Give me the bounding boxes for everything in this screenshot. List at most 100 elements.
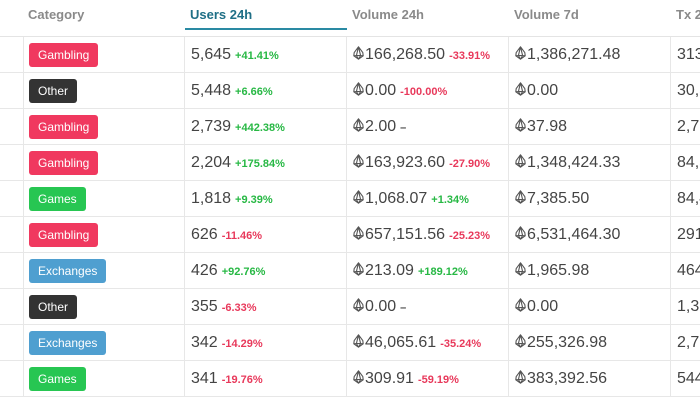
category-badge[interactable]: Gambling	[29, 223, 99, 247]
tx-value: 84,3	[677, 154, 700, 171]
category-badge[interactable]: Gambling	[29, 43, 99, 67]
volume-7d-cell: 0.00	[515, 289, 558, 325]
category-cell: Other	[29, 289, 78, 325]
header-users-24h[interactable]: Users 24h	[190, 7, 253, 22]
volume-7d-value: 1,348,424.33	[527, 154, 621, 171]
tx-cell: 313	[677, 37, 700, 73]
volume-24h-cell: 213.09 +189.12%	[353, 253, 468, 289]
eos-icon	[515, 226, 526, 240]
volume-24h-change: -25.23%	[449, 230, 491, 242]
users-value: 426	[191, 262, 218, 279]
header-tx-24h[interactable]: Tx 2	[676, 7, 700, 22]
tx-value: 84,4	[677, 190, 700, 207]
table-row[interactable]: Exchanges 342 -14.29% 46,065.61 -35.24% 255,3…	[0, 325, 700, 361]
table-row[interactable]: Exchanges 426 +92.76% 213.09 +189.12% 1,965.9…	[0, 253, 700, 289]
volume-24h-change: –	[400, 122, 407, 134]
volume-7d-cell: 0.00	[515, 73, 558, 109]
eos-icon	[515, 154, 526, 168]
tx-value: 544	[677, 370, 700, 387]
category-badge[interactable]: Games	[29, 367, 86, 391]
category-badge[interactable]: Exchanges	[29, 259, 107, 283]
table-row[interactable]: Games 1,818 +9.39% 1,068.07 +1.34% 7,385.50 84…	[0, 181, 700, 217]
volume-24h-value: 1,068.07	[365, 190, 428, 207]
volume-24h-change: -27.90%	[449, 158, 491, 170]
users-value: 5,448	[191, 82, 232, 99]
volume-7d-cell: 1,348,424.33	[515, 145, 620, 181]
volume-7d-value: 37.98	[527, 118, 568, 135]
category-badge[interactable]: Other	[29, 79, 78, 103]
users-change: -6.33%	[221, 302, 257, 314]
tx-value: 2,71	[677, 334, 700, 351]
volume-24h-cell: 0.00 -100.00%	[353, 73, 447, 109]
volume-24h-cell: 657,151.56 -25.23%	[353, 217, 490, 253]
volume-7d-value: 383,392.56	[527, 370, 608, 387]
eos-icon	[353, 226, 364, 240]
tx-cell: 2,71	[677, 325, 700, 361]
users-change: +41.41%	[235, 50, 279, 62]
volume-7d-value: 6,531,464.30	[527, 226, 621, 243]
eos-icon	[515, 262, 526, 276]
table-row[interactable]: Games 341 -19.76% 309.91 -59.19% 383,392.56 54…	[0, 361, 700, 397]
users-cell: 341 -19.76%	[191, 361, 263, 397]
tx-cell: 84,4	[677, 181, 700, 217]
category-cell: Gambling	[29, 145, 99, 181]
eos-icon	[353, 298, 364, 312]
users-change: -14.29%	[221, 338, 263, 350]
category-badge[interactable]: Gambling	[29, 115, 99, 139]
tx-cell: 464	[677, 253, 700, 289]
volume-24h-change: -35.24%	[440, 338, 482, 350]
active-sort-indicator	[185, 28, 347, 30]
category-badge[interactable]: Gambling	[29, 151, 99, 175]
users-value: 626	[191, 226, 218, 243]
volume-24h-change: -59.19%	[417, 374, 459, 386]
table-row[interactable]: Gambling 2,204 +175.84% 163,923.60 -27.90% 1,…	[0, 145, 700, 181]
volume-7d-cell: 37.98	[515, 109, 567, 145]
users-cell: 5,645 +41.41%	[191, 37, 279, 73]
volume-7d-value: 0.00	[527, 82, 559, 99]
header-category[interactable]: Category	[28, 7, 85, 22]
table-row[interactable]: Gambling 626 -11.46% 657,151.56 -25.23% 6,531…	[0, 217, 700, 253]
category-cell: Gambling	[29, 37, 99, 73]
header-volume-24h[interactable]: Volume 24h	[352, 7, 425, 22]
eos-icon	[353, 370, 364, 384]
users-value: 2,739	[191, 118, 232, 135]
tx-cell: 84,3	[677, 145, 700, 181]
table-row[interactable]: Gambling 5,645 +41.41% 166,268.50 -33.91% 1,3…	[0, 37, 700, 73]
users-change: +9.39%	[235, 194, 273, 206]
users-change: +92.76%	[221, 266, 266, 278]
header-volume-7d[interactable]: Volume 7d	[514, 7, 579, 22]
volume-7d-cell: 1,386,271.48	[515, 37, 620, 73]
category-cell: Exchanges	[29, 325, 107, 361]
category-cell: Games	[29, 361, 86, 397]
eos-icon	[353, 82, 364, 96]
users-change: -11.46%	[221, 230, 263, 242]
category-badge[interactable]: Other	[29, 295, 78, 319]
users-change: +175.84%	[235, 158, 285, 170]
eos-icon	[353, 46, 364, 60]
volume-7d-value: 1,386,271.48	[527, 46, 621, 63]
users-cell: 626 -11.46%	[191, 217, 262, 253]
volume-7d-cell: 7,385.50	[515, 181, 589, 217]
table-header: Category Users 24h Volume 24h Volume 7d …	[0, 0, 700, 37]
volume-7d-value: 0.00	[527, 298, 559, 315]
volume-24h-cell: 163,923.60 -27.90%	[353, 145, 490, 181]
category-cell: Games	[29, 181, 86, 217]
category-badge[interactable]: Exchanges	[29, 331, 107, 355]
tx-value: 313	[677, 46, 700, 63]
volume-24h-value: 213.09	[365, 262, 414, 279]
volume-7d-cell: 6,531,464.30	[515, 217, 620, 253]
volume-24h-value: 166,268.50	[365, 46, 446, 63]
tx-cell: 544	[677, 361, 700, 397]
eos-icon	[515, 190, 526, 204]
category-badge[interactable]: Games	[29, 187, 86, 211]
table-row[interactable]: Gambling 2,739+442.38% 2.00– 37.98 2,76	[0, 109, 700, 145]
volume-24h-cell: 46,065.61 -35.24%	[353, 325, 481, 361]
volume-24h-change: +189.12%	[417, 266, 468, 278]
volume-7d-cell: 383,392.56	[515, 361, 607, 397]
volume-7d-value: 255,326.98	[527, 334, 608, 351]
volume-24h-cell: 309.91 -59.19%	[353, 361, 459, 397]
volume-24h-change: -33.91%	[449, 50, 491, 62]
volume-24h-change: -100.00%	[400, 86, 448, 98]
